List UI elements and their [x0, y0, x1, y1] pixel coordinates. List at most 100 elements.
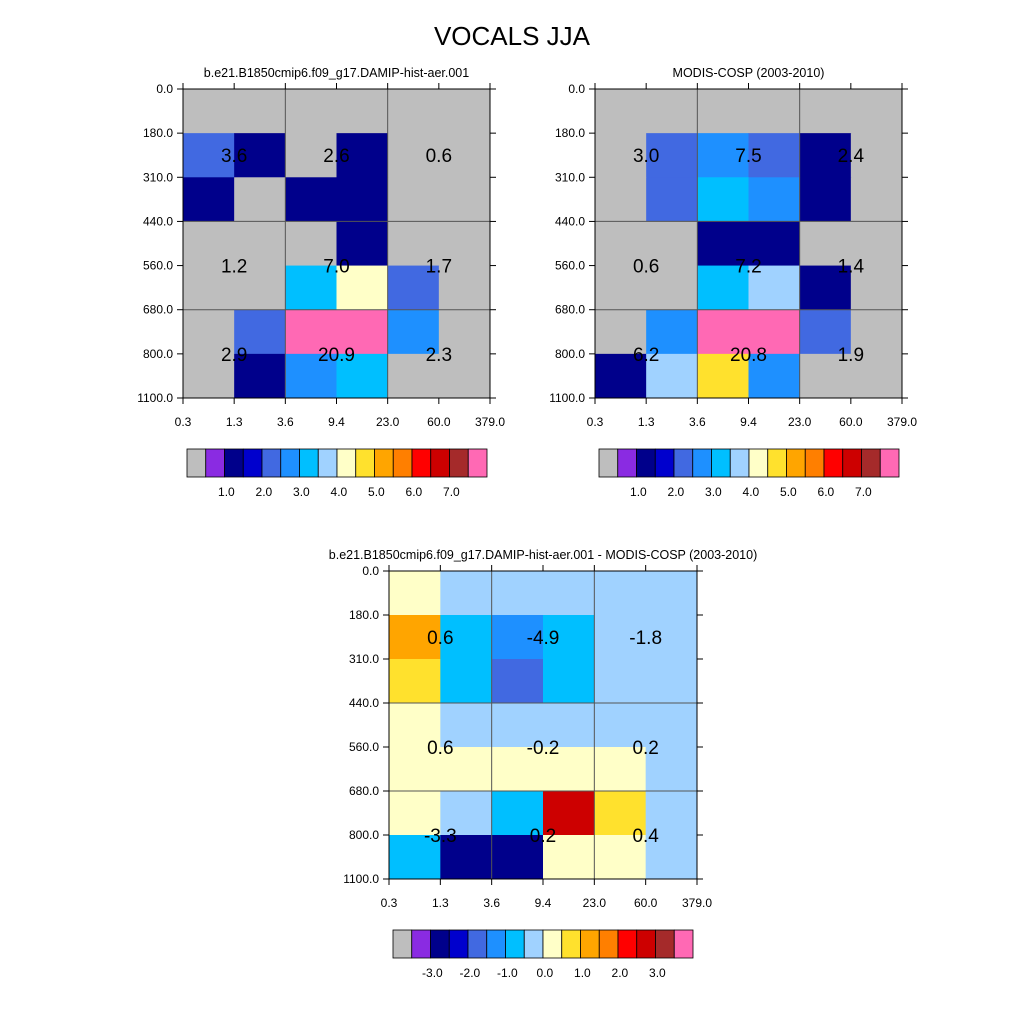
box-value-label: 6.2 — [633, 345, 659, 366]
heatmap-cell — [697, 133, 749, 178]
heatmap-cell — [543, 615, 595, 660]
colorbar-label: -1.0 — [497, 966, 518, 980]
heatmap-cell — [748, 221, 801, 267]
heatmap-cell — [389, 835, 441, 880]
colorbar-swatch — [374, 448, 394, 478]
x-tick-label: 60.0 — [427, 415, 451, 429]
y-tick-label: 800.0 — [349, 828, 379, 842]
heatmap-cell — [543, 659, 595, 704]
colorbar-swatch — [655, 929, 675, 959]
heatmap-cell — [799, 265, 852, 311]
box-value-label: 1.2 — [221, 257, 247, 278]
heatmap-cell — [646, 177, 698, 222]
heatmap-cell — [387, 177, 440, 222]
heatmap-cell — [285, 353, 337, 399]
heatmap-cell — [595, 309, 647, 355]
x-tick-label: 0.3 — [381, 896, 398, 910]
y-tick-label: 440.0 — [349, 696, 379, 710]
figure-title: VOCALS JJA — [434, 21, 591, 51]
x-tick-label: 0.3 — [587, 415, 604, 429]
heatmap-cell — [285, 89, 337, 134]
x-tick-label: 60.0 — [839, 415, 863, 429]
heatmap-cell — [491, 571, 544, 616]
colorbar-swatch — [467, 448, 488, 478]
box-value-label: 0.6 — [426, 146, 452, 167]
x-tick-label: 379.0 — [475, 415, 505, 429]
heatmap-cell — [850, 89, 903, 134]
heatmap-cell — [646, 353, 698, 399]
colorbar-swatch — [261, 448, 282, 478]
heatmap-cell — [646, 265, 698, 311]
colorbar-swatch — [748, 448, 769, 478]
box-value-label: 1.7 — [426, 257, 452, 278]
heatmap-cell — [234, 89, 286, 134]
colorbar-swatch — [542, 929, 563, 959]
y-tick-label: 0.0 — [568, 82, 585, 96]
y-tick-label: 0.0 — [156, 82, 173, 96]
heatmap-cell — [491, 791, 544, 836]
colorbar-label: 3.0 — [293, 485, 310, 499]
x-tick-label: 3.6 — [277, 415, 294, 429]
colorbar-swatch — [411, 448, 432, 478]
colorbar-label: 3.0 — [705, 485, 722, 499]
box-value-label: -3.3 — [424, 826, 457, 847]
heatmap-cell — [440, 791, 493, 836]
colorbar-swatch — [786, 448, 806, 478]
y-tick-label: 560.0 — [555, 259, 585, 273]
colorbar-label: 5.0 — [368, 485, 385, 499]
colorbar-swatch — [486, 929, 506, 959]
heatmap-cell — [285, 221, 337, 267]
colorbar-swatch — [580, 929, 600, 959]
y-tick-label: 1100.0 — [137, 391, 173, 405]
colorbar-swatch — [449, 448, 469, 478]
heatmap-cell — [491, 659, 544, 704]
y-tick-label: 1100.0 — [549, 391, 585, 405]
colorbar-swatch — [242, 448, 263, 478]
colorbar-swatch — [598, 929, 619, 959]
x-tick-label: 23.0 — [788, 415, 812, 429]
box-value-label: 7.2 — [735, 257, 761, 278]
heatmap-cell — [595, 265, 647, 311]
heatmap-cell — [440, 835, 493, 880]
box-value-label: 0.2 — [530, 826, 556, 847]
heatmap-cell — [595, 133, 647, 178]
x-tick-label: 379.0 — [682, 896, 712, 910]
heatmap-cell — [594, 835, 647, 880]
heatmap-cell — [543, 571, 595, 616]
heatmap-cell — [438, 133, 491, 178]
colorbar-swatch — [336, 448, 357, 478]
heatmap-cell — [594, 615, 647, 660]
x-tick-label: 23.0 — [376, 415, 400, 429]
heatmap-cell — [183, 353, 235, 399]
y-tick-label: 560.0 — [349, 740, 379, 754]
colorbar-swatch — [879, 448, 900, 478]
colorbar-swatch — [448, 929, 469, 959]
heatmap-cell — [389, 747, 441, 792]
heatmap-cell — [491, 615, 544, 660]
colorbar-swatch — [430, 929, 450, 959]
colorbar-swatch — [729, 448, 750, 478]
heatmap-cell — [438, 309, 491, 355]
heatmap-cell — [438, 353, 491, 399]
box-value-label: 1.4 — [838, 257, 865, 278]
colorbar-label: 2.0 — [612, 966, 629, 980]
heatmap-cell — [387, 265, 440, 311]
box-value-label: 0.6 — [427, 628, 453, 649]
colorbar-swatch — [205, 448, 225, 478]
box-value-label: 2.9 — [221, 345, 247, 366]
colorbar-label: 1.0 — [630, 485, 647, 499]
colorbar-swatch — [224, 448, 244, 478]
heatmap-cell — [440, 747, 493, 792]
heatmap-cell — [491, 747, 544, 792]
heatmap-cell — [646, 89, 698, 134]
heatmap-cell — [387, 89, 440, 134]
heatmap-cell — [336, 89, 389, 134]
y-tick-label: 800.0 — [555, 347, 585, 361]
heatmap-cell — [697, 89, 749, 134]
colorbar-label: 6.0 — [406, 485, 423, 499]
heatmap-cell — [799, 177, 852, 222]
heatmap-cell — [234, 221, 286, 267]
box-value-label: 7.5 — [735, 146, 761, 167]
heatmap-cell — [850, 177, 903, 222]
heatmap-cell — [336, 177, 389, 222]
